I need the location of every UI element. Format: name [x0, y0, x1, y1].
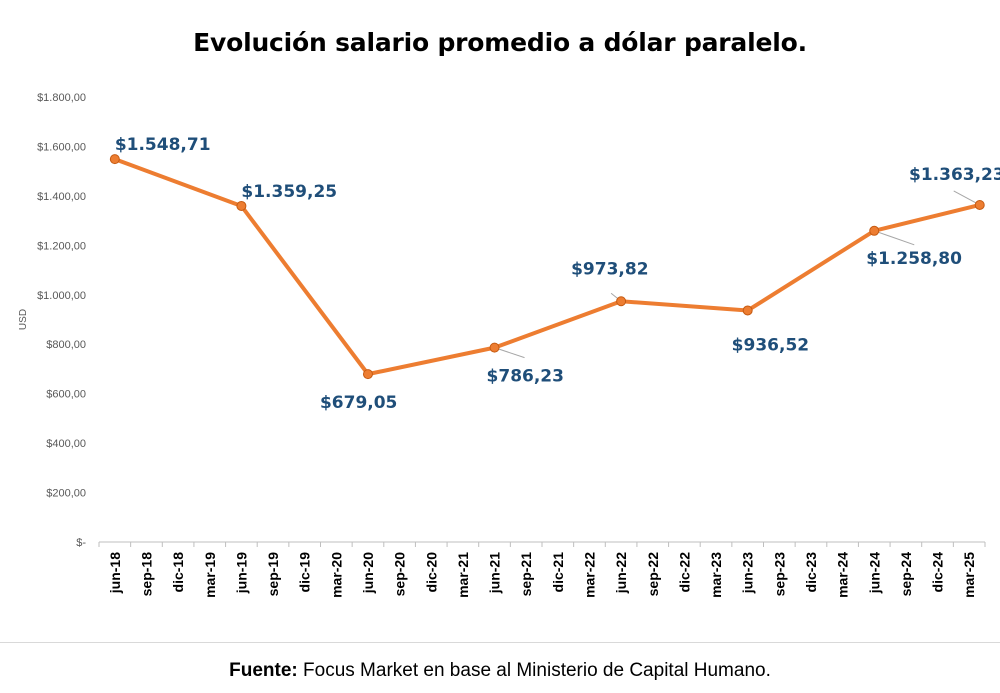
x-tick-label: sep-23: [771, 552, 787, 597]
y-tick-label: $800,00: [46, 339, 86, 351]
divider: [0, 642, 1000, 643]
data-point: [489, 342, 500, 353]
line-chart: $- $200,00 $400,00 $600,00 $800,00 $1.000,00 $…: [18, 92, 1000, 598]
x-tick-label: sep-19: [265, 552, 281, 597]
y-tick-label: $-: [76, 537, 86, 549]
y-tick-label: $1.200,00: [37, 240, 86, 252]
data-point: [974, 199, 985, 210]
data-label-leader: [874, 230, 915, 246]
x-tick-label: dic-24: [930, 552, 946, 593]
x-tick-label: sep-18: [138, 552, 154, 597]
x-tick-label: dic-20: [423, 552, 439, 593]
x-tick-label: mar-21: [455, 552, 471, 598]
y-tick-label: $600,00: [46, 389, 86, 401]
x-tick-label: sep-22: [645, 552, 661, 597]
data-point: [616, 296, 627, 307]
x-tick-label: sep-24: [898, 552, 914, 597]
x-tick-label: jun-19: [233, 552, 249, 594]
chart-title: Evolución salario promedio a dólar paral…: [193, 28, 807, 57]
y-axis-title: USD: [18, 309, 29, 330]
data-label: $1.359,25: [241, 182, 337, 202]
x-tick-label: mar-23: [708, 552, 724, 598]
data-point: [362, 369, 373, 380]
data-label: $1.258,80: [866, 249, 962, 269]
x-tick-label: sep-21: [518, 552, 534, 597]
x-tick-label: mar-25: [961, 552, 977, 598]
x-tick-label: dic-21: [550, 552, 566, 593]
x-tick-label: mar-22: [581, 552, 597, 598]
series-line: [112, 157, 982, 377]
x-tick-label: dic-22: [676, 552, 692, 593]
x-tick-label: jun-20: [360, 552, 376, 594]
y-tick-label: $1.800,00: [37, 92, 86, 104]
data-label: $1.363,23: [909, 165, 1000, 185]
data-point: [109, 154, 120, 165]
data-label: $1.548,71: [115, 135, 211, 155]
x-tick-label: dic-23: [803, 552, 819, 593]
x-tick-label: mar-20: [328, 552, 344, 598]
source-prefix: Fuente:: [229, 660, 298, 681]
source-text: Focus Market en base al Ministerio de Ca…: [297, 660, 771, 681]
x-tick-label: jun-21: [487, 552, 503, 594]
x-tick-label: jun-18: [107, 552, 123, 594]
x-tick-label: dic-19: [297, 552, 313, 593]
y-tick-label: $400,00: [46, 438, 86, 450]
data-label-leader: [494, 347, 525, 359]
x-tick-label: mar-19: [202, 552, 218, 598]
x-tick-label: jun-24: [866, 552, 882, 594]
x-tick-label: jun-22: [613, 552, 629, 594]
y-tick-label: $200,00: [46, 488, 86, 500]
x-tick-label: mar-24: [835, 552, 851, 598]
data-point: [236, 200, 247, 211]
x-tick-label: dic-18: [170, 552, 186, 593]
data-label: $786,23: [487, 367, 564, 387]
data-point: [742, 305, 753, 316]
y-tick-label: $1.000,00: [37, 290, 86, 302]
data-label: $936,52: [732, 335, 809, 355]
x-tick-label: jun-23: [740, 552, 756, 594]
y-tick-label: $1.600,00: [37, 141, 86, 153]
data-point: [869, 225, 880, 236]
data-label: $973,82: [571, 259, 648, 279]
y-tick-label: $1.400,00: [37, 191, 86, 203]
data-label: $679,05: [320, 393, 397, 413]
x-tick-label: sep-20: [392, 552, 408, 597]
source-note: Fuente: Focus Market en base al Minister…: [0, 660, 1000, 682]
